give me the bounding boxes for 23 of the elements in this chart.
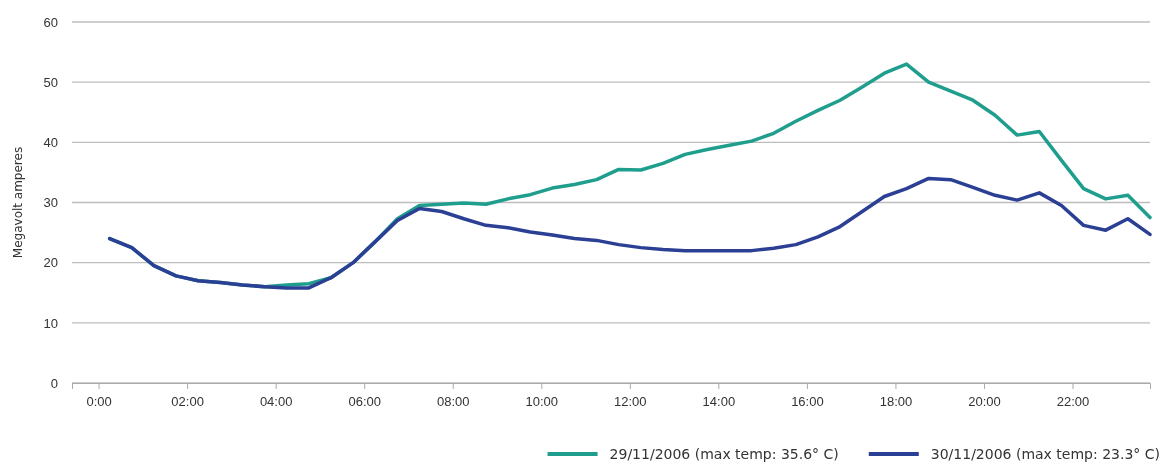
y-tick-label: 10 — [43, 315, 58, 331]
y-tick-label: 30 — [43, 195, 58, 211]
x-tick-label: 16:00 — [791, 394, 824, 410]
y-tick-label: 50 — [43, 74, 58, 90]
legend-label: 30/11/2006 (max temp: 23.3° C) — [930, 446, 1160, 462]
x-tick-label: 14:00 — [702, 394, 736, 410]
x-tick-label: 22:00 — [1056, 394, 1090, 410]
legend-label: 29/11/2006 (max temp: 35.6° C) — [609, 446, 839, 462]
x-tick-label: 18:00 — [879, 394, 913, 410]
line-series — [107, 176, 1152, 290]
y-tick-label: 60 — [43, 14, 58, 30]
x-tick-label: 20:00 — [968, 394, 1001, 410]
y-tick-label: 20 — [43, 255, 58, 271]
x-tick-label: 02:00 — [171, 394, 204, 410]
x-tick-label: 0:00 — [86, 394, 112, 410]
x-tick-label: 12:00 — [614, 394, 647, 410]
x-tick-label: 06:00 — [348, 394, 381, 410]
y-tick-label: 40 — [43, 134, 58, 150]
x-tick-label: 10:00 — [525, 394, 559, 410]
x-tick-label: 04:00 — [259, 394, 293, 410]
y-tick-label: 0 — [50, 375, 58, 391]
x-tick-label: 08:00 — [436, 394, 470, 410]
y-axis-title: Megavolt amperes — [11, 146, 25, 259]
